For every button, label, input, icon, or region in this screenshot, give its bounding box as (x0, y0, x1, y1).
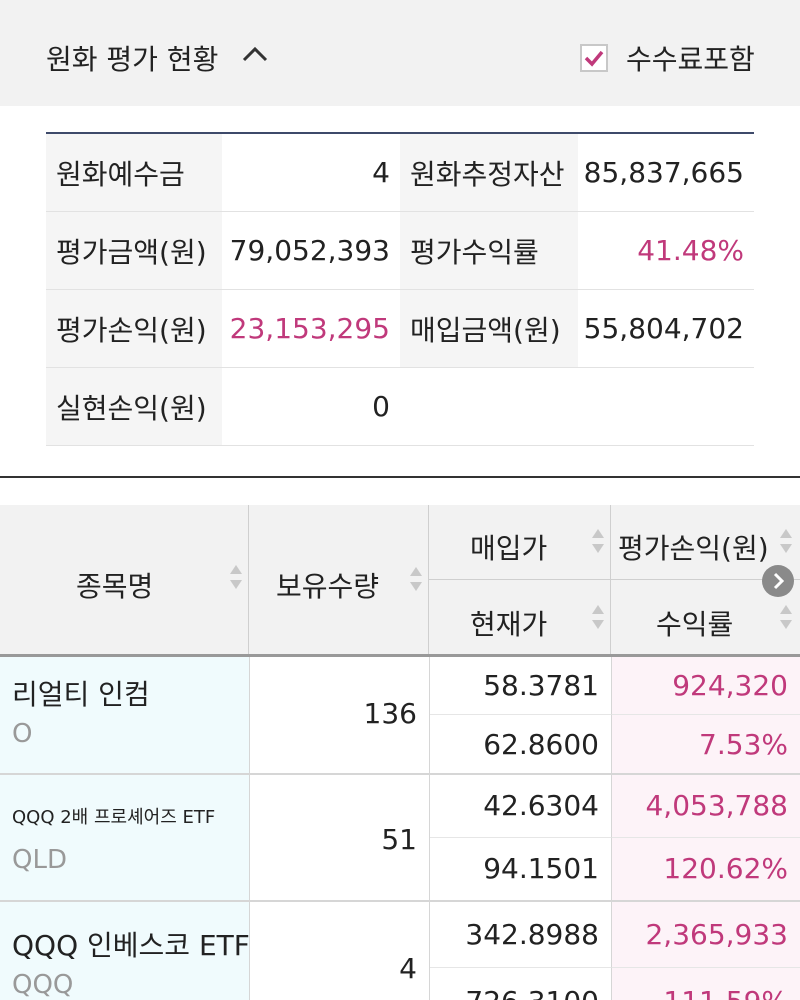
section-divider (0, 476, 800, 478)
summary-value: 0 (372, 390, 390, 423)
holdings-table-header: 종목명 보유수량 매입가 현재가 평가손익(원) 수익률 (0, 505, 800, 657)
summary-label: 매입금액(원) (400, 290, 578, 367)
col-header-return-rate[interactable]: 수익률 (656, 608, 734, 641)
current-price: 726.3100 (430, 968, 612, 1000)
section-title: 원화 평가 현황 (46, 43, 219, 76)
buy-price: 342.8988 (430, 902, 612, 968)
sort-icon[interactable] (778, 527, 794, 555)
summary-label: 평가금액(원) (46, 212, 222, 289)
col-header-buy-price[interactable]: 매입가 (470, 532, 548, 565)
checkmark-icon (584, 50, 604, 67)
section-header: 원화 평가 현황 수수료포함 (0, 0, 800, 106)
profit-loss: 2,365,933 (612, 902, 800, 968)
fee-checkbox[interactable] (580, 44, 608, 72)
buy-price: 58.3781 (430, 657, 612, 715)
summary-value: 41.48% (637, 234, 744, 267)
stock-name-cell: 리얼티 인컴 O (0, 657, 250, 773)
chevron-up-icon[interactable] (238, 40, 272, 68)
return-rate: 111.59% (612, 968, 800, 1000)
summary-row: 평가금액(원) 79,052,393 평가수익률 41.48% (46, 212, 754, 290)
holding-qty: 4 (399, 952, 417, 985)
sort-icon[interactable] (590, 527, 606, 555)
holding-qty: 51 (381, 823, 417, 856)
summary-table: 원화예수금 4 원화추정자산 85,837,665 평가금액(원) 79,052… (46, 132, 754, 446)
fee-checkbox-label[interactable]: 수수료포함 (626, 43, 755, 76)
qty-cell: 51 (250, 775, 430, 900)
sort-icon[interactable] (408, 565, 424, 593)
col-header-current-price[interactable]: 현재가 (470, 608, 548, 641)
col-header-name[interactable]: 종목명 (76, 570, 154, 603)
return-rate: 7.53% (612, 715, 800, 773)
stock-name: QQQ 인베스코 ETF (12, 929, 250, 962)
table-row[interactable]: QQQ 2배 프로셰어즈 ETF QLD 51 42.6304 94.1501 … (0, 775, 800, 902)
holding-qty: 136 (363, 697, 417, 730)
chevron-right-icon (773, 572, 785, 590)
stock-name-cell: QQQ 인베스코 ETF QQQ (0, 902, 250, 1000)
summary-value: 23,153,295 (229, 312, 390, 345)
sort-icon[interactable] (228, 563, 244, 591)
summary-empty-cell (578, 368, 754, 445)
stock-name: QQQ 2배 프로셰어즈 ETF (12, 807, 216, 828)
summary-row: 실현손익(원) 0 (46, 368, 754, 446)
summary-label: 원화추정자산 (400, 134, 578, 211)
summary-row: 원화예수금 4 원화추정자산 85,837,665 (46, 134, 754, 212)
summary-label: 원화예수금 (46, 134, 222, 211)
summary-value: 85,837,665 (583, 156, 744, 189)
stock-ticker: O (12, 719, 33, 749)
summary-row: 평가손익(원) 23,153,295 매입금액(원) 55,804,702 (46, 290, 754, 368)
stock-name: 리얼티 인컴 (12, 678, 150, 711)
summary-value: 4 (372, 156, 390, 189)
summary-label: 평가수익률 (400, 212, 578, 289)
stock-name-cell: QQQ 2배 프로셰어즈 ETF QLD (0, 775, 250, 900)
col-header-pl[interactable]: 평가손익(원) (618, 532, 769, 565)
sort-icon[interactable] (778, 603, 794, 631)
table-row[interactable]: QQQ 인베스코 ETF QQQ 4 342.8988 726.3100 2,3… (0, 902, 800, 1000)
stock-ticker: QQQ (12, 970, 74, 1000)
scroll-right-button[interactable] (762, 565, 794, 597)
header-divider (248, 505, 249, 654)
current-price: 94.1501 (430, 837, 612, 900)
return-rate: 120.62% (612, 837, 800, 900)
sort-icon[interactable] (590, 603, 606, 631)
current-price: 62.8600 (430, 715, 612, 773)
col-header-qty[interactable]: 보유수량 (276, 570, 380, 603)
summary-value: 55,804,702 (583, 312, 744, 345)
summary-empty-cell (400, 368, 578, 445)
summary-label: 평가손익(원) (46, 290, 222, 367)
header-divider (428, 579, 800, 580)
summary-label: 실현손익(원) (46, 368, 222, 445)
profit-loss: 924,320 (612, 657, 800, 715)
profit-loss: 4,053,788 (612, 775, 800, 838)
summary-value: 79,052,393 (229, 234, 390, 267)
qty-cell: 4 (250, 902, 430, 1000)
table-row[interactable]: 리얼티 인컴 O 136 58.3781 62.8600 924,320 7.5… (0, 657, 800, 775)
qty-cell: 136 (250, 657, 430, 773)
buy-price: 42.6304 (430, 775, 612, 838)
stock-ticker: QLD (12, 845, 67, 875)
